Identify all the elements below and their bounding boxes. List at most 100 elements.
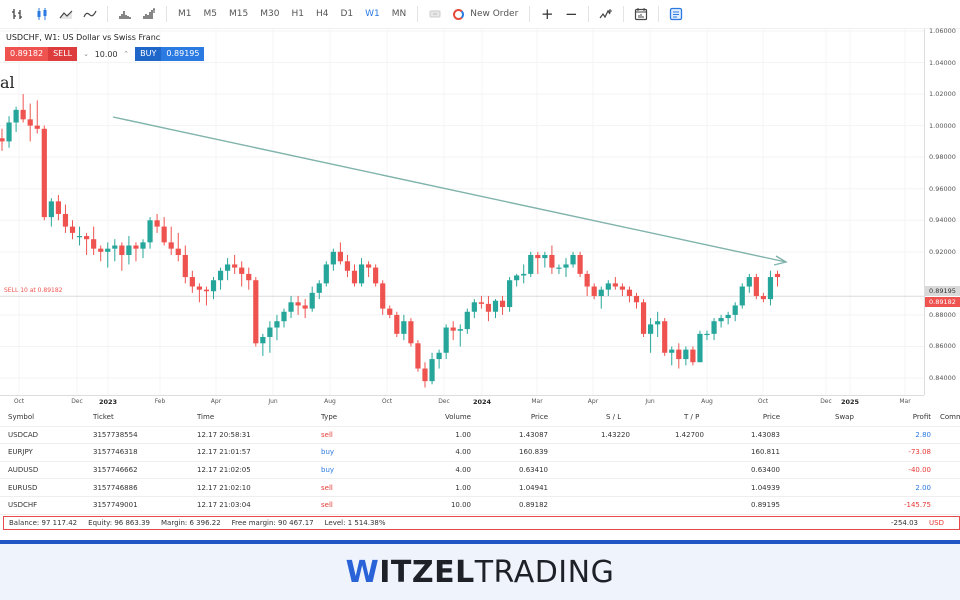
timeframe-d1[interactable]: D1 [340,9,354,19]
chart-symbol-title: USDCHF, W1: US Dollar vs Swiss Franc [6,33,161,42]
candle [711,318,717,341]
candle [27,103,33,142]
candle [6,116,12,148]
volume-value[interactable]: 10.00 [94,49,118,59]
calendar-icon[interactable] [629,0,653,29]
cell-symbol: USDCHF [8,501,38,510]
timeframe-m30[interactable]: M30 [260,9,280,19]
candle [443,324,449,360]
cell-type: buy [321,448,335,457]
toolbar-divider [107,6,108,22]
candle [605,280,611,296]
price-chart[interactable] [0,29,924,395]
zoom-in-button[interactable]: + [541,5,554,23]
table-row[interactable]: USDCHF 3157749001 12.17 21:03:04 sell 10.00 0… [0,497,960,515]
cell-profit: -145.75 [903,501,931,510]
col-open-price[interactable]: Price [530,413,548,422]
buy-button[interactable]: BUY 0.89195 [135,47,205,61]
price-tick-label: 0.84000 [929,374,956,382]
timeframe-m15[interactable]: M15 [229,9,249,19]
indicators-icon[interactable] [594,0,618,29]
candle [91,226,97,255]
candle [210,277,217,300]
trendline[interactable] [112,116,787,263]
candle [408,318,414,347]
candle [302,299,308,319]
candlestick-icon[interactable] [30,0,54,29]
candle [281,308,287,328]
one-click-trading-icon[interactable] [423,0,447,29]
candle [69,220,76,240]
time-tick-label: Feb [154,398,166,405]
timeframe-h4[interactable]: H4 [315,9,329,19]
price-axis[interactable]: 1.06000 1.04000 1.02000 1.00000 0.98000 0.960… [924,27,960,395]
cell-time: 12.17 21:02:05 [197,466,251,475]
col-symbol[interactable]: Symbol [8,413,35,422]
timeframe-m1[interactable]: M1 [178,9,192,19]
candle [98,245,104,262]
timeframe-h1[interactable]: H1 [291,9,304,19]
bar-chart-icon[interactable] [6,0,30,29]
sell-button[interactable]: 0.89182 SELL [5,47,78,61]
line-chart-icon[interactable] [78,0,102,29]
time-tick-label: Aug [324,398,336,405]
col-tp[interactable]: T / P [684,413,700,422]
toolbar-divider [588,6,590,22]
col-sl[interactable]: S / L [606,413,622,422]
candle [760,292,766,303]
time-axis[interactable]: Oct Dec 2023 Feb Apr Jun Aug Oct Dec 2024 Mar Apr Ju… [0,395,924,409]
col-ticket[interactable]: Ticket [93,413,114,422]
col-type[interactable]: Type [321,413,338,422]
cell-ticket: 3157746318 [93,448,138,457]
candle [436,349,442,369]
volume-icon[interactable] [113,0,137,29]
cell-current-price: 0.89195 [751,501,780,510]
candle [401,314,407,341]
volume-stepper[interactable]: ⌄ 10.00 ⌃ [77,47,135,61]
table-row[interactable]: EURUSD 3157746886 12.17 21:02:10 sell 1.00 1.… [0,479,960,497]
candle [725,311,731,325]
new-order-label: New Order [470,9,519,19]
free-margin: Free margin: 90 467.17 [231,519,314,527]
partial-chart-label: al [0,73,15,92]
margin-level: Level: 1 514.38% [324,519,386,527]
table-row[interactable]: AUDUSD 3157746662 12.17 21:02:05 buy 4.00 0.6… [0,462,960,480]
volume-increase-icon[interactable]: ⌃ [123,50,130,58]
table-row[interactable]: EURJPY 3157746318 12.17 21:01:57 buy 4.00 160… [0,444,960,462]
new-order-button[interactable]: New Order [447,0,524,29]
candle [704,330,710,341]
timeframe-m5[interactable]: M5 [203,9,218,19]
one-click-trade-panel: 0.89182 SELL ⌄ 10.00 ⌃ BUY 0.89195 [5,47,205,61]
timeframe-w1[interactable]: W1 [365,9,380,19]
trade-panel-icon[interactable] [664,0,688,29]
candle [76,226,83,246]
zoom-out-button[interactable]: − [565,5,578,23]
toolbar-divider [417,6,419,22]
col-current-price[interactable]: Price [762,413,780,422]
cell-ticket: 3157746662 [93,466,138,475]
timeframe-mn[interactable]: MN [391,9,407,19]
candle [217,267,224,290]
candle [126,236,132,265]
sell-position-line-label[interactable]: SELL 10 at 0.89182 [4,287,63,294]
cell-current-price: 1.04939 [751,483,780,492]
time-tick-label: Apr [587,398,599,405]
candle [84,232,90,255]
cell-time: 12.17 20:58:31 [197,430,251,439]
candle [323,261,329,287]
candle [471,299,477,319]
tick-volume-icon[interactable] [137,0,161,29]
col-volume[interactable]: Volume [444,413,471,422]
volume-decrease-icon[interactable]: ⌄ [83,50,90,58]
col-swap[interactable]: Swap [835,413,854,422]
area-chart-icon[interactable] [54,0,78,29]
cell-volume: 10.00 [450,501,471,510]
col-profit[interactable]: Profit [912,413,931,422]
col-time[interactable]: Time [197,413,215,422]
candle [358,258,365,287]
candle [655,311,661,337]
table-row[interactable]: USDCAD 3157738554 12.17 20:58:31 sell 1.00 1.… [0,427,960,445]
candle [690,346,696,366]
cell-volume: 4.00 [455,448,471,457]
col-comment[interactable]: Comm [940,413,960,422]
